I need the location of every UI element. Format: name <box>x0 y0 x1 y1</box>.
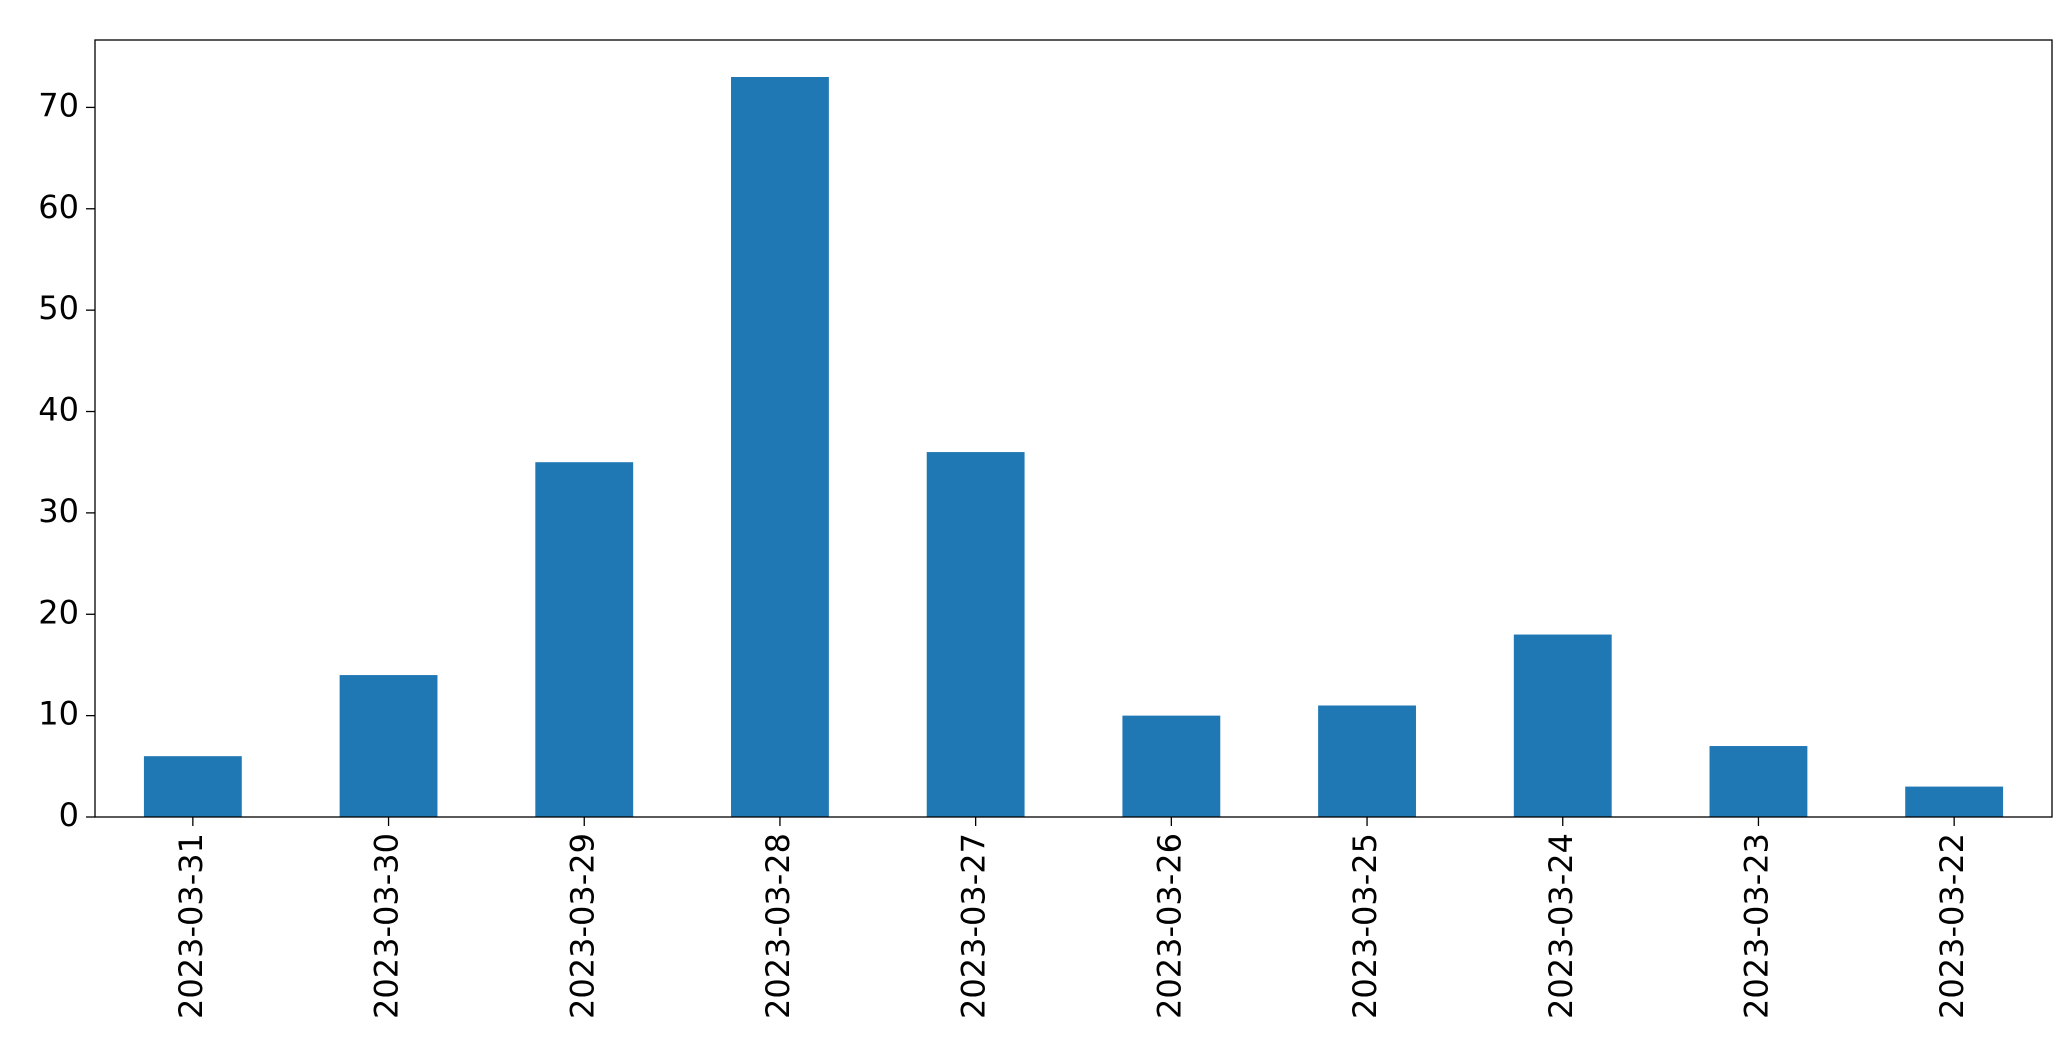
y-tick-label: 10 <box>38 695 79 733</box>
x-tick-label: 2023-03-25 <box>1346 833 1384 1019</box>
x-tick-label: 2023-03-28 <box>759 833 797 1019</box>
bar <box>339 675 438 817</box>
x-tick-label: 2023-03-26 <box>1150 833 1188 1019</box>
y-tick-label: 50 <box>38 289 79 327</box>
x-tick-label: 2023-03-27 <box>955 833 993 1019</box>
x-tick-label: 2023-03-23 <box>1737 833 1775 1019</box>
x-tick-label: 2023-03-24 <box>1542 833 1580 1019</box>
y-tick-label: 0 <box>59 796 79 834</box>
x-tick-label: 2023-03-31 <box>172 833 210 1019</box>
y-tick-label: 30 <box>38 492 79 530</box>
plot-frame <box>94 39 2053 818</box>
y-tick-label: 40 <box>38 391 79 429</box>
x-tick-label: 2023-03-30 <box>368 833 406 1019</box>
bar <box>1122 715 1221 817</box>
y-tick-label: 20 <box>38 593 79 631</box>
bar <box>1513 634 1612 817</box>
bar <box>1709 746 1808 817</box>
bar <box>731 77 829 817</box>
bar <box>926 452 1025 817</box>
x-tick-label: 2023-03-29 <box>563 833 601 1019</box>
bar <box>1318 705 1416 817</box>
y-tick-label: 70 <box>38 86 79 124</box>
bar <box>535 462 634 817</box>
x-tick-label: 2023-03-22 <box>1933 833 1971 1019</box>
y-tick-label: 60 <box>38 188 79 226</box>
bar <box>143 756 242 817</box>
bar <box>1905 786 2004 817</box>
